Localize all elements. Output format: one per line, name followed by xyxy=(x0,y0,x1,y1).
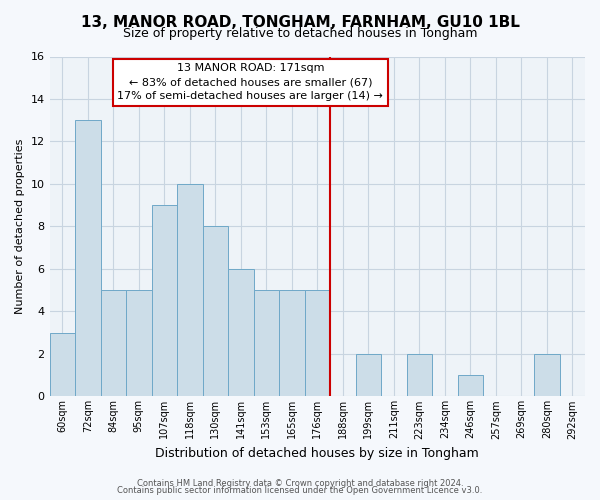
Bar xyxy=(305,290,330,397)
Text: Contains public sector information licensed under the Open Government Licence v3: Contains public sector information licen… xyxy=(118,486,482,495)
Text: Size of property relative to detached houses in Tongham: Size of property relative to detached ho… xyxy=(123,28,477,40)
Bar xyxy=(101,290,126,397)
Bar xyxy=(407,354,432,397)
Y-axis label: Number of detached properties: Number of detached properties xyxy=(15,139,25,314)
X-axis label: Distribution of detached houses by size in Tongham: Distribution of detached houses by size … xyxy=(155,447,479,460)
Bar xyxy=(177,184,203,396)
Bar xyxy=(126,290,152,397)
Text: Contains HM Land Registry data © Crown copyright and database right 2024.: Contains HM Land Registry data © Crown c… xyxy=(137,478,463,488)
Text: 13 MANOR ROAD: 171sqm  
← 83% of detached houses are smaller (67)
17% of semi-de: 13 MANOR ROAD: 171sqm ← 83% of detached … xyxy=(118,64,383,102)
Bar xyxy=(279,290,305,397)
Bar xyxy=(203,226,228,396)
Bar xyxy=(228,269,254,396)
Text: 13, MANOR ROAD, TONGHAM, FARNHAM, GU10 1BL: 13, MANOR ROAD, TONGHAM, FARNHAM, GU10 1… xyxy=(80,15,520,30)
Bar xyxy=(356,354,381,397)
Bar xyxy=(458,375,483,396)
Bar xyxy=(534,354,560,397)
Bar xyxy=(50,332,75,396)
Bar xyxy=(75,120,101,396)
Bar xyxy=(254,290,279,397)
Bar xyxy=(152,205,177,396)
